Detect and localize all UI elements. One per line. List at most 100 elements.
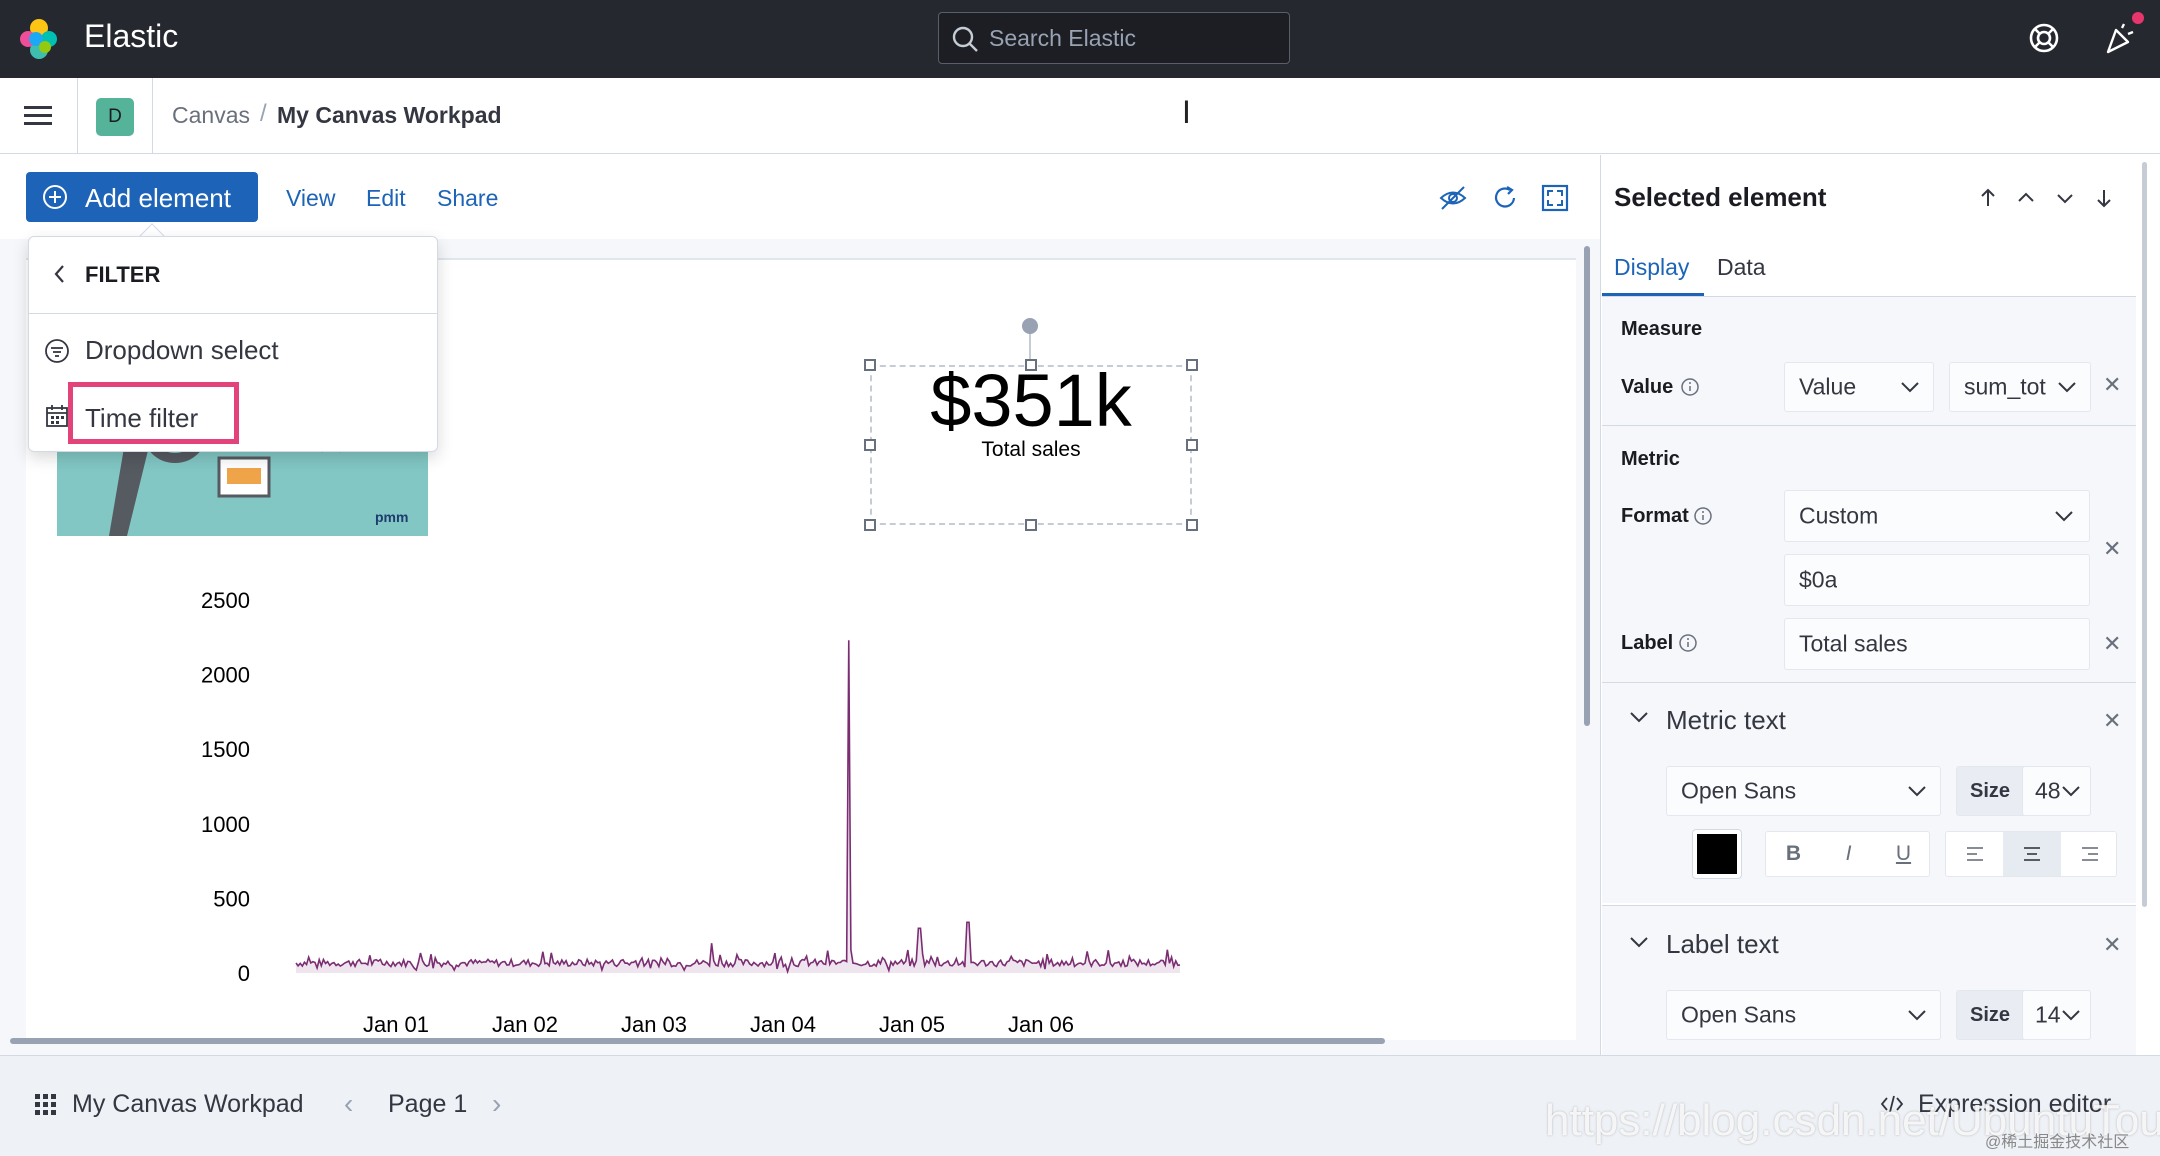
resize-handle-s[interactable] [1025,519,1037,531]
rotation-handle[interactable] [1022,318,1038,334]
breadcrumb-canvas[interactable]: Canvas [172,102,250,128]
underline-button[interactable]: U [1895,842,1912,865]
add-element-button[interactable]: Add element [26,172,258,222]
value-field-select[interactable]: sum_tot [1949,362,2091,412]
active-tab-indicator [1602,293,1704,296]
search-input[interactable]: Search Elastic [938,12,1290,64]
info-icon[interactable] [1678,633,1698,653]
resize-handle-e[interactable] [1186,439,1198,451]
tabs-divider [1602,296,2136,297]
format-select[interactable]: Custom [1784,490,2090,542]
pmm-logo-text: pmm [375,509,408,525]
divider [1602,905,2136,906]
metric-size-value-box[interactable]: 48 [2022,766,2091,816]
label-size-value: 14 [2035,1001,2061,1028]
next-page-icon[interactable]: › [492,1088,502,1119]
format-value: Custom [1799,502,1879,529]
bring-forward-icon[interactable] [2014,186,2038,210]
chevron-down-icon[interactable] [1628,710,1650,724]
watermark-secondary: @稀土掘金技术社区 [1985,1134,2130,1151]
metric-color-swatch[interactable] [1692,829,1742,879]
resize-handle-n[interactable] [1025,359,1037,371]
value-type-select[interactable]: Value [1784,362,1934,412]
tab-data[interactable]: Data [1717,254,1766,280]
series-line [295,640,1181,975]
resize-handle-se[interactable] [1186,519,1198,531]
resize-handle-w[interactable] [864,439,876,451]
value-field-value: sum_tot [1964,373,2046,400]
time-filter-highlight [68,382,239,444]
menu-icon[interactable] [22,102,56,130]
edit-menu[interactable]: Edit [366,185,406,211]
refresh-icon[interactable] [1490,183,1520,213]
label-font-select[interactable]: Open Sans [1666,990,1941,1040]
footer-workpad-name[interactable]: My Canvas Workpad [72,1090,304,1118]
fullscreen-icon[interactable] [1540,183,1570,213]
chevron-left-icon[interactable] [50,262,70,286]
y-tick-label: 0 [238,961,250,986]
info-icon[interactable] [1693,506,1713,526]
format-pattern-input[interactable]: $0a [1784,554,2090,606]
remove-label-text-icon[interactable]: ✕ [2103,932,2122,957]
remove-value-icon[interactable]: ✕ [2103,372,2122,397]
chevron-down-icon [1908,1010,1926,1021]
y-tick-label: 2000 [201,663,250,688]
align-right-button[interactable] [2061,832,2118,876]
label-size-value-box[interactable]: 14 [2022,990,2091,1040]
format-label: Format [1621,505,1689,527]
share-menu[interactable]: Share [437,185,499,211]
grid-icon[interactable] [34,1093,58,1117]
remove-metric-text-icon[interactable]: ✕ [2103,708,2122,733]
breadcrumb-bar: D Canvas / My Canvas Workpad [0,78,2160,154]
align-left-button[interactable] [1946,832,2003,876]
label-label: Label [1621,632,1674,654]
send-to-back-icon[interactable] [2092,186,2116,210]
italic-button[interactable]: I [1845,842,1852,865]
chevron-down-icon [2062,1010,2080,1021]
divider [77,78,78,154]
sales-line-chart[interactable]: 0 500 1000 1500 2000 2500 Jan 01 Jan 02 Jan 03 Ja… [150,570,1200,1040]
align-center-button[interactable] [2003,832,2061,876]
brand-name: Elastic [84,18,179,54]
resize-handle-nw[interactable] [864,359,876,371]
sidebar-scrollbar[interactable] [2142,162,2147,907]
metric-font-select[interactable]: Open Sans [1666,766,1941,816]
metric-text-title[interactable]: Metric text [1666,705,1786,735]
eye-closed-icon[interactable] [1438,183,1468,213]
page-indicator[interactable]: Page 1 [388,1090,468,1118]
add-element-popover [28,236,438,452]
bring-to-front-icon[interactable] [1976,186,2000,210]
send-backward-icon[interactable] [2053,186,2077,210]
code-icon [1880,1095,1904,1113]
info-icon[interactable] [1680,377,1700,397]
view-menu[interactable]: View [286,185,336,211]
tab-display[interactable]: Display [1614,254,1690,280]
y-tick-label: 1500 [201,737,250,762]
label-text-title[interactable]: Label text [1666,929,1779,959]
remove-format-icon[interactable]: ✕ [2103,536,2122,561]
prev-page-icon[interactable]: ‹ [344,1088,354,1119]
time-filter-item[interactable]: Time filter [85,403,199,433]
dropdown-select-item[interactable]: Dropdown select [85,335,279,365]
expression-editor-button[interactable]: Expression editor [1918,1090,2112,1118]
label-input[interactable]: Total sales [1784,618,2090,670]
popover-divider [28,313,438,314]
bold-button[interactable]: B [1785,842,1802,865]
elastic-logo-icon[interactable] [18,18,60,60]
remove-label-icon[interactable]: ✕ [2103,631,2122,656]
breadcrumb-current: My Canvas Workpad [277,102,502,128]
label-size-label: Size [1970,1004,2011,1026]
canvas-horizontal-scrollbar[interactable] [10,1038,1385,1044]
plus-circle-icon [43,185,67,209]
alignment-group [1945,831,2117,877]
metric-value: $351k [930,359,1132,442]
resize-handle-ne[interactable] [1186,359,1198,371]
resize-handle-sw[interactable] [864,519,876,531]
chevron-down-icon[interactable] [1628,935,1650,949]
help-icon[interactable] [2026,20,2062,56]
chevron-down-icon [1901,382,1919,393]
x-tick-label: Jan 06 [1008,1012,1074,1037]
newsfeed-icon[interactable] [2102,20,2138,56]
canvas-vertical-scrollbar[interactable] [1584,246,1590,726]
space-avatar[interactable]: D [96,98,134,136]
